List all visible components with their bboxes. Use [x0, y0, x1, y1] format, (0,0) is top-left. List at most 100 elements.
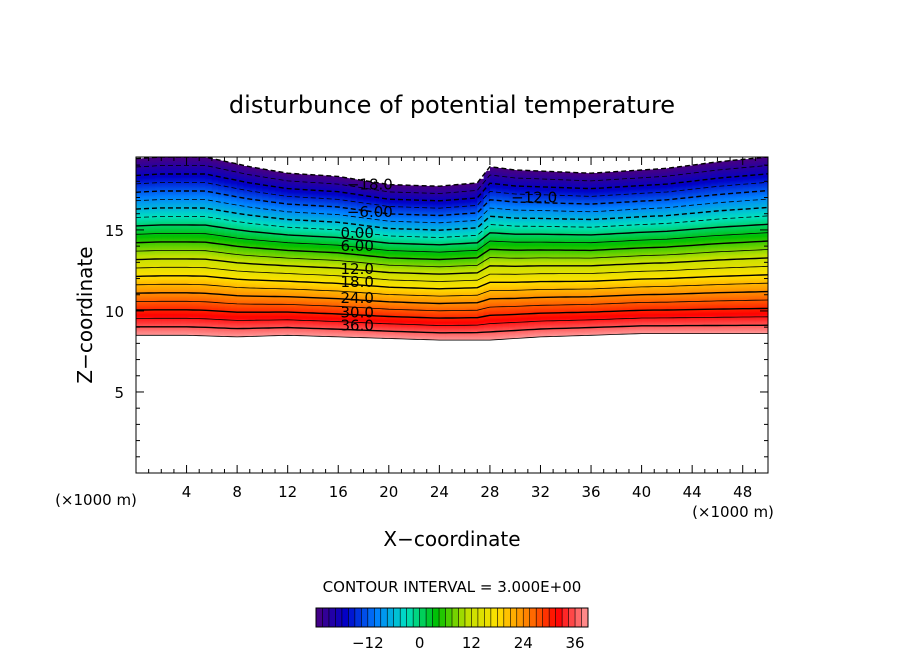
contour-line: [136, 299, 768, 312]
contour-line: [136, 249, 768, 268]
x-tick-label: 36: [581, 483, 600, 501]
colorbar-segment: [452, 608, 459, 627]
temperature-field: [136, 157, 768, 341]
contour-labels: −18.0 −12.0 −6.00 0.006.00 12.018.024.030.03…: [340, 176, 557, 335]
contour-line: [136, 165, 768, 194]
contour-label: 24.0: [340, 289, 373, 307]
colorbar-segment: [562, 608, 569, 627]
y-tick-label: 10: [105, 303, 124, 321]
contour-label: 12.0: [340, 260, 373, 278]
colorbar-segment: [439, 608, 446, 627]
colorbar-tick-label: −12: [352, 634, 384, 652]
colorbar-segment: [484, 608, 492, 627]
x-tick-label: 16: [329, 483, 348, 501]
x-axis: 4 8 12 16 20 24 28 32 36 40 44 48: [148, 157, 756, 501]
contour-label: 6.00: [340, 237, 373, 255]
contour-lines: [136, 157, 768, 341]
contour-label: −12.0: [511, 189, 557, 207]
contour-label: 0.00: [340, 224, 373, 242]
y-axis-label: Z−coordinate: [73, 246, 97, 383]
colorbar-segment: [341, 608, 349, 627]
colorbar-segment: [413, 608, 421, 627]
colorbar-tick-label: 36: [566, 634, 585, 652]
x-tick-label: 8: [232, 483, 242, 501]
contour-line: [136, 257, 768, 275]
colorbar-segment: [464, 608, 472, 627]
contour-interval-text: CONTOUR INTERVAL = 3.000E+00: [323, 578, 582, 596]
colorbar-segment: [458, 608, 466, 627]
colorbar-segment: [445, 608, 453, 627]
colorbar-segment: [367, 608, 375, 627]
y-axis: 5 10 15: [105, 164, 768, 458]
contour-label: −18.0: [347, 176, 393, 194]
colorbar-segment: [516, 608, 524, 627]
colorbar-segment: [529, 608, 537, 627]
contour-line: [136, 232, 768, 253]
contour-line: [136, 223, 768, 246]
contour-line: [136, 290, 768, 305]
contour-line: [136, 316, 768, 326]
colorbar-segment: [536, 608, 544, 627]
colorbar-frame: [315, 607, 589, 628]
colorbar-segment: [328, 608, 336, 627]
contour-line: [136, 157, 768, 187]
contour-line: [136, 274, 768, 290]
colorbar-segment: [497, 608, 505, 627]
colorbar-segment: [555, 608, 563, 627]
x-tick-label: 48: [733, 483, 752, 501]
contour-line: [136, 282, 768, 297]
colorbar-segment: [426, 608, 433, 627]
colorbar-segment: [361, 608, 369, 627]
colorbar-segment: [322, 608, 330, 627]
x-tick-label: 20: [379, 483, 398, 501]
contour-label: −6.00: [347, 203, 393, 221]
colorbar: −12 0 12 24 36: [315, 607, 589, 652]
x-tick-label: 28: [480, 483, 499, 501]
colorbar-segment: [380, 608, 388, 627]
contour-label: 18.0: [340, 273, 373, 291]
colorbar-segment: [393, 608, 401, 627]
colorbar-segment: [335, 608, 343, 627]
colorbar-segment: [374, 608, 382, 627]
colorbar-segment: [510, 608, 518, 627]
x-tick-label: 44: [683, 483, 702, 501]
colorbar-segment: [419, 608, 427, 627]
colorbar-segment: [316, 608, 323, 627]
contour-line: [136, 215, 768, 238]
contour-line: [136, 173, 768, 202]
colorbar-segment: [490, 608, 498, 627]
x-tick-label: 40: [632, 483, 651, 501]
colorbar-segment: [568, 608, 576, 627]
y-tick-label: 5: [114, 384, 124, 402]
x-unit-left: (×1000 m): [55, 491, 137, 509]
colorbar-segment: [523, 608, 531, 627]
colorbar-segment: [477, 608, 485, 627]
contour-line: [136, 198, 768, 224]
contour-line: [136, 324, 768, 334]
contour-line: [136, 307, 768, 319]
chart-title: disturbunce of potential temperature: [229, 91, 675, 119]
y-tick-label: 15: [105, 222, 124, 240]
colorbar-segment: [400, 608, 408, 627]
contour-line: [136, 181, 768, 209]
colorbar-segment: [503, 608, 511, 627]
colorbar-segment: [406, 608, 414, 627]
x-tick-label: 24: [430, 483, 449, 501]
contour-line: [136, 265, 768, 282]
colorbar-segment: [471, 608, 479, 627]
x-axis-label: X−coordinate: [383, 527, 520, 551]
colorbar-tick-label: 24: [514, 634, 533, 652]
colorbar-segment: [387, 608, 395, 627]
contour-line: [136, 240, 768, 261]
colorbar-segment: [432, 608, 440, 627]
x-tick-label: 32: [531, 483, 550, 501]
colorbar-tick-label: 0: [415, 634, 425, 652]
x-tick-label: 12: [278, 483, 297, 501]
colorbar-segment: [575, 608, 582, 627]
colorbar-segment: [354, 608, 362, 627]
contour-label: 30.0: [340, 304, 373, 322]
x-unit-right: (×1000 m): [692, 503, 774, 521]
contour-line: [136, 206, 768, 231]
x-tick-label: 4: [182, 483, 192, 501]
